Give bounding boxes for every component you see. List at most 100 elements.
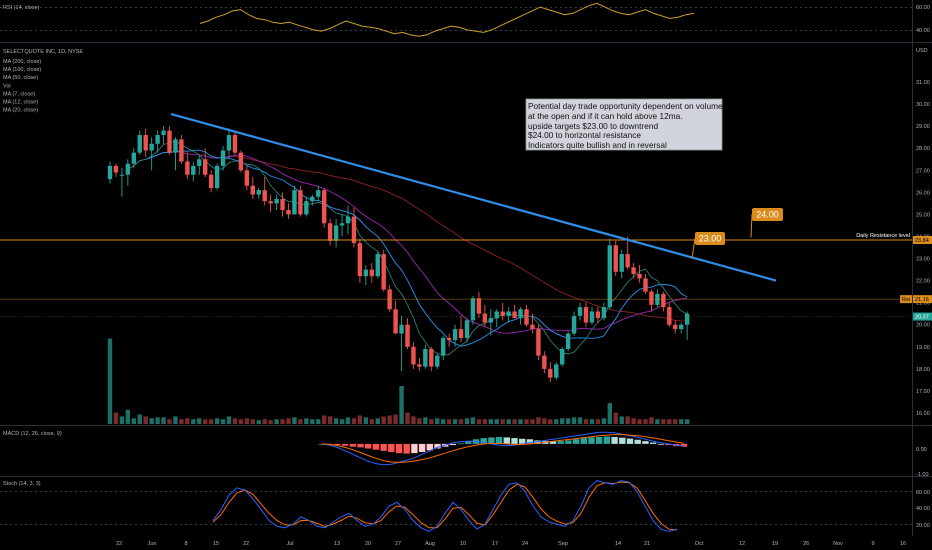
volume-bar xyxy=(393,414,398,424)
moving-averages xyxy=(127,140,688,356)
candle-body xyxy=(464,320,470,338)
stoch-tick-20: 20.00 xyxy=(916,523,930,529)
candle-body xyxy=(393,309,398,334)
volume-bar xyxy=(280,419,285,424)
volume-bar xyxy=(476,419,482,424)
candle-body xyxy=(554,364,559,378)
legend-item: MA (20, close) xyxy=(3,108,38,114)
volume-bar xyxy=(274,419,279,424)
macd-tick-neg: -1.00 xyxy=(916,472,929,478)
target-23-leader xyxy=(691,237,696,259)
volume-bar xyxy=(185,418,190,424)
downtrend-line[interactable] xyxy=(170,112,777,282)
volume-bar xyxy=(607,403,612,424)
time-tick: 16 xyxy=(900,541,906,547)
volume-bar xyxy=(339,419,345,424)
price-tick: 30.00 xyxy=(916,102,930,108)
volume-bar xyxy=(369,419,374,424)
candle-body xyxy=(298,190,303,215)
price-tick: 19.00 xyxy=(916,345,930,351)
volume-bar xyxy=(649,417,654,424)
candle-body xyxy=(125,163,131,175)
volume-bar xyxy=(405,412,410,424)
macd-hist-bar xyxy=(434,443,441,449)
time-tick: Jul xyxy=(286,541,293,547)
candle-body xyxy=(322,190,327,224)
volume-bar xyxy=(524,419,529,424)
candle-body xyxy=(220,150,226,166)
macd-hist-bar xyxy=(649,442,657,444)
candle-body xyxy=(131,152,136,164)
volume-bar xyxy=(446,419,452,424)
candle-body xyxy=(571,315,577,334)
stoch-tick-60: 60.00 xyxy=(916,490,930,496)
time-tick: 22 xyxy=(116,541,122,547)
macd-hist-bar xyxy=(465,441,472,444)
candlesticks xyxy=(107,126,690,383)
volume-bar xyxy=(589,419,595,424)
candle-body xyxy=(113,165,119,173)
candle-body xyxy=(595,311,601,319)
volume-bar xyxy=(506,419,511,424)
macd-hist-bar xyxy=(549,441,557,444)
volume-bar xyxy=(262,419,267,424)
macd-hist-bar xyxy=(426,443,433,451)
candle-body xyxy=(619,254,624,272)
rsi-tick-high: 60.00 xyxy=(916,5,930,11)
price-tick: 23.00 xyxy=(916,257,930,263)
volume-bar xyxy=(179,419,184,424)
candle-body xyxy=(607,245,612,308)
ma-50-line xyxy=(217,156,688,322)
price-tick: 27.00 xyxy=(916,168,930,174)
candle-body xyxy=(149,143,154,151)
candle-body xyxy=(214,165,220,188)
candle-body xyxy=(441,337,446,356)
volume-bar xyxy=(357,415,363,424)
volume-bar xyxy=(684,419,690,424)
volume-bar xyxy=(286,418,291,424)
volume-bar xyxy=(583,419,589,424)
candle-body xyxy=(684,313,690,325)
candle-body xyxy=(661,293,666,308)
candle-body xyxy=(613,245,618,272)
candle-body xyxy=(203,159,208,175)
annotation-note[interactable]: Potential day trade opportunity dependen… xyxy=(525,98,723,151)
price-tick: 22.00 xyxy=(916,279,930,285)
volume-bar xyxy=(161,417,166,424)
macd-hist-bar xyxy=(596,436,603,444)
volume-bar xyxy=(333,418,339,424)
candle-body xyxy=(565,333,571,349)
volume-bar xyxy=(548,419,553,424)
volume-bar xyxy=(399,386,404,424)
target-23-callout[interactable]: 23.00 xyxy=(691,232,725,259)
volume-bar xyxy=(256,420,261,424)
macd-hist-bar xyxy=(349,443,356,447)
candle-body xyxy=(197,159,202,166)
time-tick: Jun xyxy=(148,541,157,547)
resistance-price-value: 23.84 xyxy=(915,238,929,244)
resistance-label: Daily Resistance level xyxy=(856,233,910,239)
volume-bar xyxy=(167,419,172,424)
volume-bar xyxy=(208,419,214,424)
candle-body xyxy=(470,298,476,321)
volume-bar xyxy=(197,418,202,424)
time-tick: 27 xyxy=(395,541,401,547)
candle-body xyxy=(411,346,416,365)
macd-hist-bar xyxy=(657,443,664,445)
macd-hist-bar xyxy=(503,437,510,444)
target-24-callout[interactable]: 24.00 xyxy=(750,208,783,238)
volume-bar xyxy=(316,419,321,424)
stoch-d-line xyxy=(212,481,678,531)
time-tick: 14 xyxy=(615,541,621,547)
candle-body xyxy=(339,223,345,226)
candle-body xyxy=(268,201,273,204)
volume-bar xyxy=(107,338,113,424)
volume-bar xyxy=(494,419,499,424)
volume-bar xyxy=(220,419,226,424)
volume-bar xyxy=(429,419,434,424)
macd-hist-bar xyxy=(365,443,372,449)
candle-body xyxy=(351,216,357,244)
legend-item: Vol xyxy=(3,83,11,89)
macd-hist-bar xyxy=(511,438,518,444)
